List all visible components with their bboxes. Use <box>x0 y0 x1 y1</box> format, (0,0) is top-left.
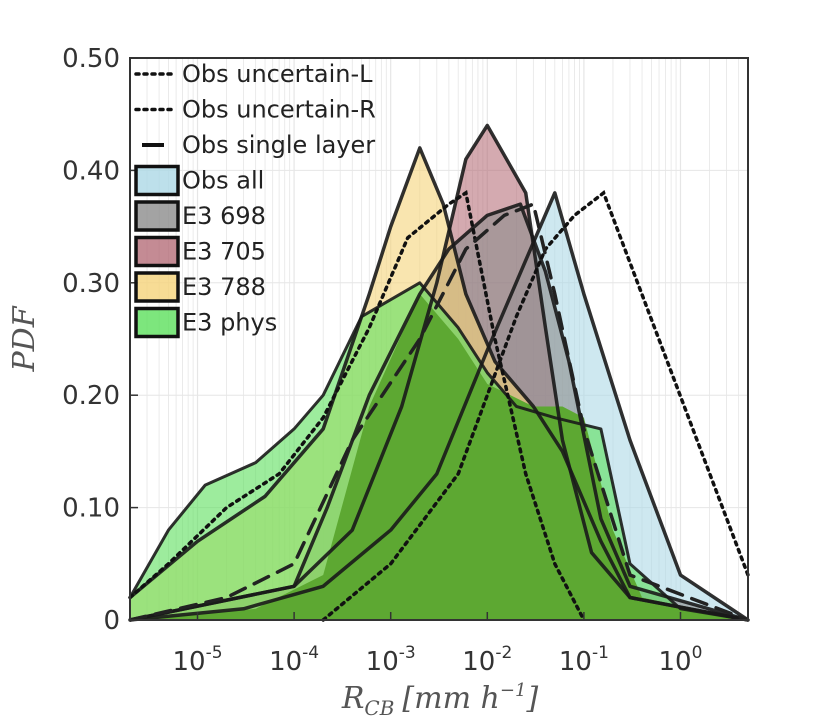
legend-item-obs-single-layer: Obs single layer <box>142 131 375 159</box>
legend-item-e3-788: E3 788 <box>134 271 266 303</box>
series-areas <box>130 125 748 621</box>
area-base <box>130 294 748 620</box>
x-tick-label: 10-1 <box>559 643 609 677</box>
plot-frame <box>129 57 749 621</box>
x-tick-label: 10-5 <box>172 643 222 677</box>
line-e3-698 <box>129 202 749 622</box>
legend-label: Obs all <box>182 167 264 195</box>
line-obs-uncertain-l <box>128 189 586 622</box>
line-obs-all <box>129 191 749 622</box>
legend-label: E3 788 <box>182 273 266 301</box>
legend: Obs uncertain-L Obs uncertain-R Obs single… <box>134 60 376 339</box>
axis-ticks: 0 0.10 0.20 0.30 0.40 0.50 10-5 10-4 10-3 10-2 10-… <box>62 44 702 677</box>
legend-label: E3 phys <box>182 309 277 337</box>
legend-swatch <box>134 271 180 303</box>
legend-item-e3-705: E3 705 <box>134 235 266 268</box>
legend-swatch <box>134 164 180 197</box>
legend-item-e3-phys: E3 phys <box>134 306 277 339</box>
line-obs-single-layer <box>128 201 750 622</box>
legend-swatch <box>134 306 180 339</box>
legend-item-obs-uncertain-r: Obs uncertain-R <box>134 96 376 124</box>
y-tick-label: 0.40 <box>62 156 120 186</box>
legend-item-obs-all: Obs all <box>134 164 264 197</box>
legend-label: Obs uncertain-L <box>182 60 373 88</box>
legend-swatch <box>134 200 180 232</box>
x-axis-title: RCB [mm h−1] <box>341 680 539 720</box>
y-tick-label: 0.30 <box>62 269 120 299</box>
legend-label: Obs single layer <box>182 131 375 159</box>
y-tick-label: 0.50 <box>62 44 120 74</box>
x-tick-label: 10-4 <box>269 643 319 677</box>
line-e3-705 <box>129 123 749 622</box>
legend-label: Obs uncertain-R <box>182 96 376 124</box>
y-tick-label: 0 <box>103 606 120 636</box>
y-axis-title: PDF <box>7 305 42 372</box>
y-tick-label: 0.20 <box>62 381 120 411</box>
x-tick-label: 100 <box>659 643 703 677</box>
line-e3-788 <box>128 146 749 622</box>
legend-item-obs-uncertain-l: Obs uncertain-L <box>134 60 373 88</box>
series-lines <box>128 123 750 622</box>
line-obs-uncertain-r <box>321 190 750 622</box>
y-tick-label: 0.10 <box>62 494 120 524</box>
x-tick-label: 10-2 <box>462 643 512 677</box>
legend-swatch <box>134 235 180 268</box>
legend-label: E3 698 <box>182 202 266 230</box>
x-tick-label: 10-3 <box>366 643 416 677</box>
legend-item-e3-698: E3 698 <box>134 200 266 232</box>
legend-label: E3 705 <box>182 238 266 266</box>
